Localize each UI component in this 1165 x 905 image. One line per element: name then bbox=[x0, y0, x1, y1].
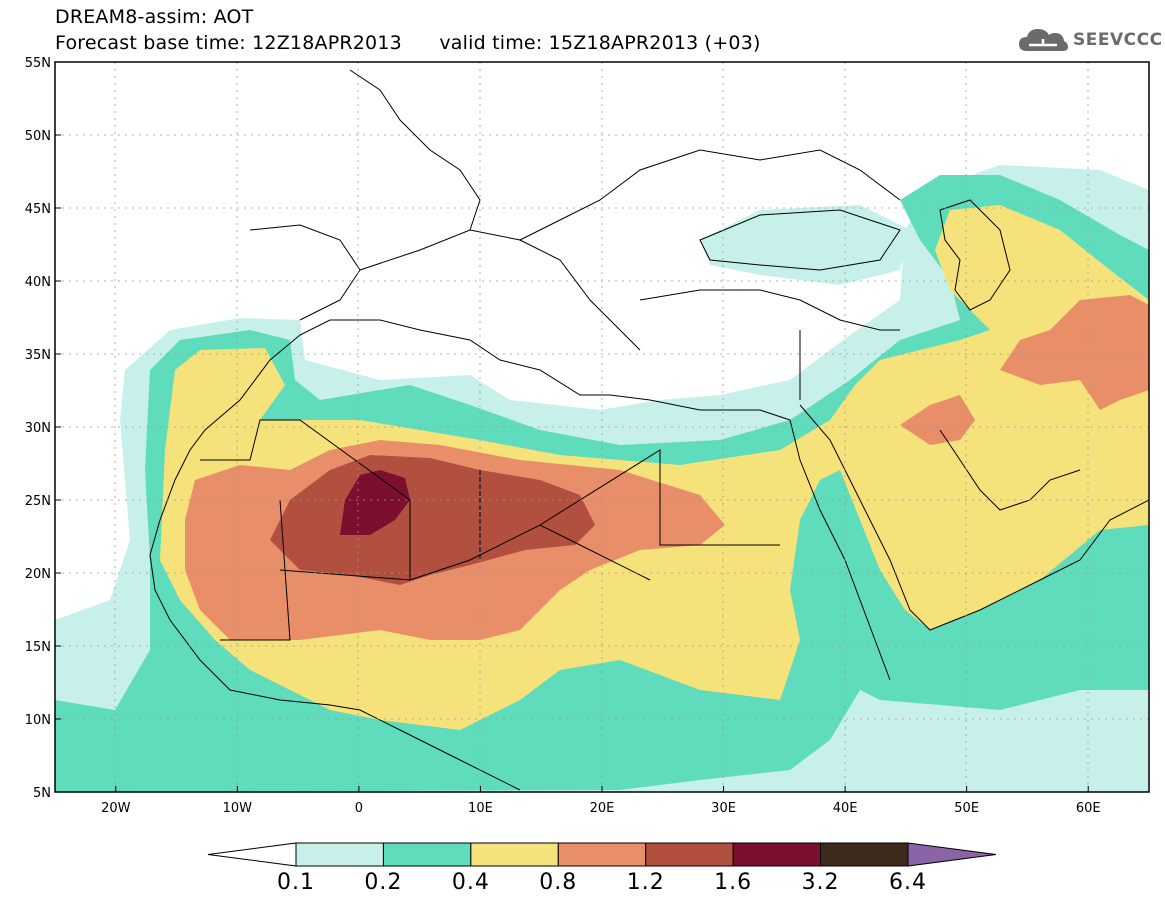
colorbar-box bbox=[295, 842, 384, 867]
colorbar-level-label: 0.2 bbox=[364, 870, 403, 895]
aot-band-1.6 bbox=[340, 470, 410, 535]
colorbar-level-label: 1.2 bbox=[626, 870, 665, 895]
lat-tick-label: 30N bbox=[25, 421, 51, 436]
colorbar-level-label: 3.2 bbox=[801, 870, 840, 895]
colorbar-level-label: 0.1 bbox=[277, 870, 315, 895]
aot-band-1.2 bbox=[270, 455, 595, 585]
longitude-ticks: 20W 10W 0 10E 20E 30E 40E 50E 60E bbox=[101, 786, 1101, 816]
coastline-gulf bbox=[939, 429, 1081, 511]
colorbar-box bbox=[645, 842, 734, 867]
lat-tick-label: 20N bbox=[25, 567, 51, 582]
lat-tick-label: 50N bbox=[25, 129, 51, 144]
seevccc-logo: SEEVCCC bbox=[1017, 25, 1163, 55]
coastline-arabia bbox=[799, 404, 1149, 631]
lat-tick-label: 55N bbox=[25, 56, 51, 71]
lon-tick-label: 0 bbox=[355, 801, 363, 816]
lon-tick-label: 20E bbox=[590, 801, 615, 816]
lat-tick-label: 10N bbox=[25, 713, 51, 728]
coastline-africa-west bbox=[149, 554, 521, 791]
colorbar-box bbox=[732, 842, 822, 867]
borders-sahara bbox=[200, 419, 780, 641]
lat-tick-label: 5N bbox=[33, 786, 51, 801]
lat-tick-label: 15N bbox=[25, 640, 51, 655]
lon-tick-label: 60E bbox=[1076, 801, 1101, 816]
gridlines bbox=[55, 62, 1149, 792]
lon-tick-label: 10W bbox=[223, 801, 253, 816]
lon-tick-label: 20W bbox=[101, 801, 131, 816]
coastlines bbox=[149, 69, 1149, 791]
lat-tick-label: 35N bbox=[25, 348, 51, 363]
colorbar-level-label: 0.8 bbox=[539, 870, 578, 895]
lon-tick-label: 30E bbox=[711, 801, 736, 816]
coastline-europe bbox=[249, 69, 901, 351]
aot-band-0.1b bbox=[700, 205, 910, 285]
coastline-black-sea bbox=[699, 209, 901, 271]
cloud-icon bbox=[1019, 29, 1068, 51]
colorbar-under-triangle bbox=[207, 842, 297, 867]
colorbar-box bbox=[557, 842, 647, 867]
colorbar-level-label: 6.4 bbox=[889, 870, 927, 895]
aot-band-0.8b bbox=[1000, 295, 1149, 410]
logo-text: SEEVCCC bbox=[1073, 30, 1163, 50]
colorbar-level-label: 0.4 bbox=[451, 870, 490, 895]
lon-tick-label: 40E bbox=[833, 801, 858, 816]
colorbar-box bbox=[470, 842, 559, 867]
coastline-turkey-levant bbox=[639, 289, 900, 400]
colorbar bbox=[207, 842, 997, 867]
lon-tick-label: 50E bbox=[954, 801, 979, 816]
coastline-caspian bbox=[939, 199, 1011, 311]
aot-band-0.8c bbox=[900, 395, 975, 445]
coastline-africa-north bbox=[149, 319, 791, 556]
latitude-ticks: 55N 50N 45N 40N 35N 30N 25N 20N 15N 10N 5N bbox=[25, 56, 61, 801]
colorbar-box bbox=[382, 842, 472, 867]
lat-tick-label: 25N bbox=[25, 494, 51, 509]
lat-tick-label: 45N bbox=[25, 202, 51, 217]
colorbar-over-triangle bbox=[907, 842, 997, 867]
colorbar-level-label: 1.6 bbox=[714, 870, 753, 895]
lon-tick-label: 10E bbox=[468, 801, 493, 816]
map-subtitle: Forecast base time: 12Z18APR2013 valid t… bbox=[55, 32, 761, 54]
map-title: DREAM8-assim: AOT bbox=[55, 6, 254, 28]
colorbar-box bbox=[820, 842, 909, 867]
lat-tick-label: 40N bbox=[25, 275, 51, 290]
